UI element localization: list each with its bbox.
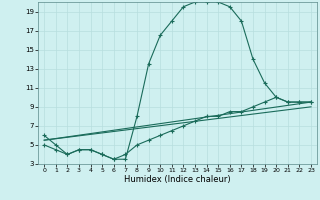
X-axis label: Humidex (Indice chaleur): Humidex (Indice chaleur) (124, 175, 231, 184)
